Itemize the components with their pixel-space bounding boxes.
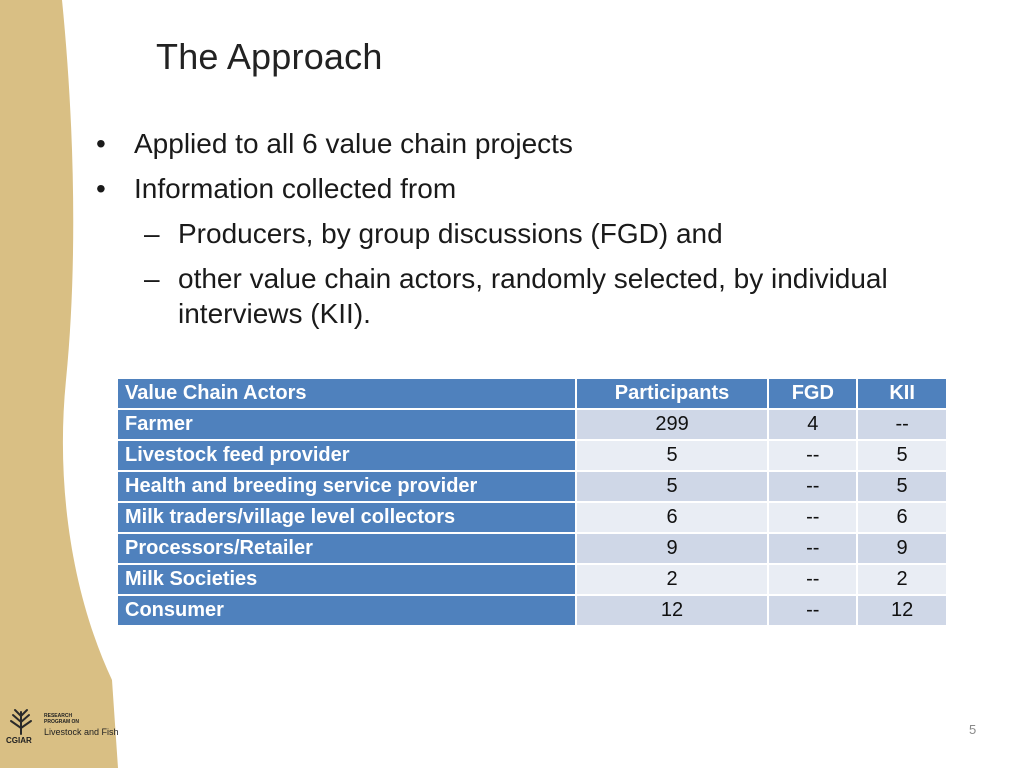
- logo-program-name: Livestock and Fish: [44, 727, 119, 737]
- wheat-emblem-icon: [10, 709, 32, 735]
- value-chain-table: Value Chain Actors Participants FGD KII …: [116, 377, 948, 627]
- cell-fgd: --: [767, 594, 859, 627]
- sub-bullet-dash: –: [144, 218, 160, 249]
- cell-actor: Milk Societies: [116, 563, 577, 596]
- cell-participants: 299: [574, 408, 770, 441]
- table-row: Milk Societies 2 -- 2: [116, 563, 948, 596]
- table-header-row: Value Chain Actors Participants FGD KII: [116, 377, 948, 410]
- table-row: Consumer 12 -- 12: [116, 594, 948, 627]
- cell-participants: 2: [574, 563, 770, 596]
- cell-participants: 5: [574, 439, 770, 472]
- bullet-text: Applied to all 6 value chain projects: [134, 128, 573, 159]
- cell-fgd: --: [767, 563, 859, 596]
- bullet-item: • Applied to all 6 value chain projects: [96, 126, 996, 161]
- page-number: 5: [969, 722, 977, 737]
- header-fgd: FGD: [767, 377, 859, 410]
- cgiar-logo: CGIAR RESEARCH PROGRAM ON Livestock and …: [4, 706, 124, 746]
- cell-participants: 5: [574, 470, 770, 503]
- table-row: Processors/Retailer 9 -- 9: [116, 532, 948, 565]
- sub-bullet-text: Producers, by group discussions (FGD) an…: [178, 218, 723, 249]
- cell-kii: 5: [856, 470, 948, 503]
- cell-actor: Milk traders/village level collectors: [116, 501, 577, 534]
- bullet-item: • Information collected from: [96, 171, 996, 206]
- sub-bullet-text: other value chain actors, randomly selec…: [178, 263, 888, 329]
- cell-fgd: --: [767, 470, 859, 503]
- header-kii: KII: [856, 377, 948, 410]
- cell-kii: 9: [856, 532, 948, 565]
- cell-actor: Processors/Retailer: [116, 532, 577, 565]
- header-participants: Participants: [574, 377, 770, 410]
- cell-kii: 5: [856, 439, 948, 472]
- sub-bullet-item: – other value chain actors, randomly sel…: [96, 261, 996, 331]
- header-actors: Value Chain Actors: [116, 377, 577, 410]
- cell-fgd: --: [767, 439, 859, 472]
- slide-title: The Approach: [156, 36, 383, 77]
- table-row: Health and breeding service provider 5 -…: [116, 470, 948, 503]
- cell-fgd: 4: [767, 408, 859, 441]
- cell-kii: 12: [856, 594, 948, 627]
- table-row: Milk traders/village level collectors 6 …: [116, 501, 948, 534]
- bullet-list: • Applied to all 6 value chain projects …: [96, 126, 996, 341]
- cell-participants: 6: [574, 501, 770, 534]
- cell-actor: Livestock feed provider: [116, 439, 577, 472]
- bullet-dot: •: [96, 128, 106, 159]
- table-row: Livestock feed provider 5 -- 5: [116, 439, 948, 472]
- sub-bullet-dash: –: [144, 263, 160, 294]
- bullet-text: Information collected from: [134, 173, 457, 204]
- cell-fgd: --: [767, 532, 859, 565]
- cell-kii: 6: [856, 501, 948, 534]
- logo-org-name: CGIAR: [6, 736, 32, 745]
- table-row: Farmer 299 4 --: [116, 408, 948, 441]
- bullet-dot: •: [96, 173, 106, 204]
- logo-research-line: RESEARCH PROGRAM ON: [44, 713, 79, 725]
- decorative-side-wave: [0, 0, 118, 768]
- cell-kii: 2: [856, 563, 948, 596]
- cell-actor: Farmer: [116, 408, 577, 441]
- cell-actor: Health and breeding service provider: [116, 470, 577, 503]
- sub-bullet-item: – Producers, by group discussions (FGD) …: [96, 216, 996, 251]
- cell-participants: 9: [574, 532, 770, 565]
- cell-kii: --: [856, 408, 948, 441]
- cell-actor: Consumer: [116, 594, 577, 627]
- cell-fgd: --: [767, 501, 859, 534]
- cell-participants: 12: [574, 594, 770, 627]
